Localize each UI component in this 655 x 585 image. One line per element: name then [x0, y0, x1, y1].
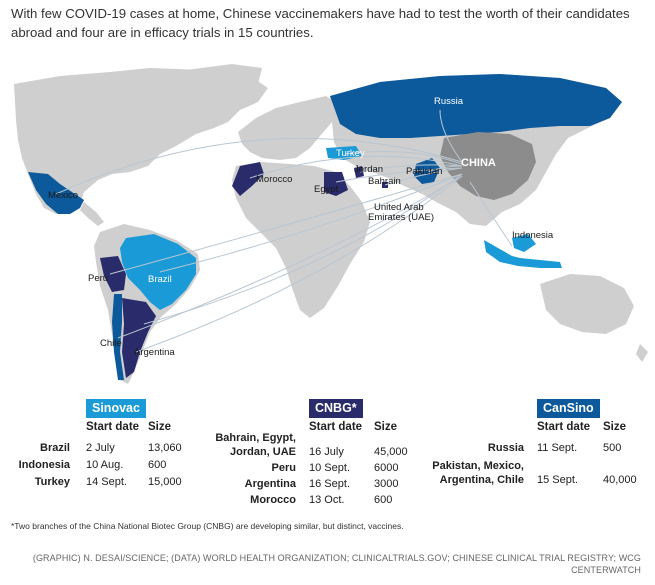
badge-cnbg: CNBG* [309, 399, 363, 418]
table-row: Russia [487, 442, 524, 454]
table-row: Jordan, UAE [229, 446, 296, 458]
russia-region [330, 74, 622, 138]
cansino-row2-date: 15 Sept. [537, 474, 578, 486]
cnbg-table: Bahrain, Egypt, Jordan, UAE 16 July 45,0… [200, 430, 440, 510]
cansino-header-size: Size [603, 421, 627, 433]
central-america-landmass [80, 202, 104, 226]
line-china-russia [439, 109, 463, 163]
borneo-region [512, 234, 536, 252]
cnbg-row4-date: 13 Oct. [309, 494, 345, 506]
line-china-bahrain [384, 167, 463, 186]
indonesia-region [484, 240, 562, 268]
table-row: Brazil [40, 442, 70, 454]
line-china-egypt [335, 167, 463, 183]
label-argentina: Argentina [134, 347, 175, 358]
line-china-peru [109, 173, 463, 275]
table-row: Indonesia [18, 459, 70, 471]
label-chile: Chile [100, 338, 122, 349]
cnbg-row3-date: 16 Sept. [309, 478, 350, 490]
sinovac-row3-date: 14 Sept. [86, 476, 127, 488]
sinovac-row1-size: 13,060 [148, 442, 182, 454]
sinovac-header-date: Start date [86, 421, 140, 433]
label-mexico: Mexico [48, 190, 78, 201]
cansino-row2-size: 40,000 [603, 474, 637, 486]
badge-sinovac: Sinovac [86, 399, 146, 418]
label-indonesia: Indonesia [512, 230, 554, 241]
label-jordan: Jordan [354, 164, 383, 175]
sinovac-table: Brazil 2 July 13,060 Indonesia 10 Aug. 6… [0, 440, 200, 490]
trial-connection-lines [55, 109, 513, 353]
label-egypt: Egypt [314, 184, 339, 195]
label-china: CHINA [461, 157, 496, 169]
europe-landmass [238, 96, 340, 160]
cnbg-header-date: Start date [309, 421, 363, 433]
label-uae-line2: Emirates (UAE) [368, 212, 434, 223]
cansino-row1-date: 11 Sept. [537, 442, 578, 454]
cansino-row1-size: 500 [603, 442, 622, 454]
sinovac-header-size: Size [148, 421, 172, 433]
sinovac-row1-date: 2 July [86, 442, 115, 454]
sinovac-row2-size: 600 [148, 459, 167, 471]
label-morocco: Morocco [256, 174, 292, 185]
cnbg-row1-size: 45,000 [374, 446, 408, 458]
line-china-chile [117, 175, 463, 339]
sinovac-row3-size: 15,000 [148, 476, 182, 488]
label-uae-line1: United Arab [374, 202, 424, 213]
line-china-jordan [359, 164, 463, 173]
new-zealand-landmass [636, 344, 648, 362]
label-bahrain: Bahrain [368, 176, 401, 187]
label-brazil: Brazil [148, 274, 172, 285]
line-china-turkey [345, 151, 463, 165]
intro-text: With few COVID-19 cases at home, Chinese… [11, 6, 630, 40]
line-china-morocco [249, 155, 463, 179]
brazil-region [120, 234, 196, 310]
world-map: Russia Turkey Jordan Bahrain Pakistan CH… [14, 64, 648, 384]
china-region [440, 132, 536, 200]
australia-landmass [540, 274, 634, 334]
line-china-argentina [135, 175, 463, 353]
label-pakistan: Pakistan [406, 166, 442, 177]
chile-region [112, 294, 124, 380]
footnote: *Two branches of the China National Biot… [11, 521, 404, 531]
africa-landmass [232, 162, 370, 318]
credit-line: (GRAPHIC) N. DESAI/SCIENCE; (DATA) WORLD… [32, 553, 641, 575]
sinovac-row2-date: 10 Aug. [86, 459, 124, 471]
label-russia: Russia [434, 96, 464, 107]
line-china-argentina-2 [143, 173, 463, 325]
argentina-region [122, 298, 156, 378]
table-row: Bahrain, Egypt, [215, 432, 296, 444]
egypt-region [324, 172, 348, 196]
turkey-region [326, 146, 362, 160]
cnbg-header-size: Size [374, 421, 398, 433]
label-turkey: Turkey [336, 148, 365, 159]
mexico-region [28, 172, 84, 214]
table-row: Morocco [250, 494, 296, 506]
line-china-mexico [55, 137, 463, 195]
table-row: Pakistan, Mexico, [432, 460, 524, 472]
cnbg-row1-date: 16 July [309, 446, 344, 458]
badge-cansino: CanSino [537, 399, 600, 418]
jordan-region [354, 166, 364, 178]
morocco-region [232, 162, 264, 196]
cnbg-row2-size: 6000 [374, 462, 399, 474]
cnbg-row4-size: 600 [374, 494, 393, 506]
label-peru: Peru [88, 273, 108, 284]
cansino-header-date: Start date [537, 421, 591, 433]
greenland-landmass [186, 64, 262, 104]
line-china-indonesia [469, 181, 513, 247]
table-row: Argentina, Chile [439, 474, 524, 486]
north-america-landmass [14, 68, 268, 214]
peru-region [100, 256, 126, 292]
line-china-brazil [159, 173, 463, 273]
table-row: Argentina [244, 478, 296, 490]
table-row: Turkey [34, 476, 70, 488]
cnbg-row3-size: 3000 [374, 478, 399, 490]
table-row: Peru [271, 462, 296, 474]
line-china-pakistan [427, 165, 463, 173]
cansino-table: Russia 11 Sept. 500 Pakistan, Mexico, Ar… [420, 440, 650, 490]
cnbg-row2-date: 10 Sept. [309, 462, 350, 474]
